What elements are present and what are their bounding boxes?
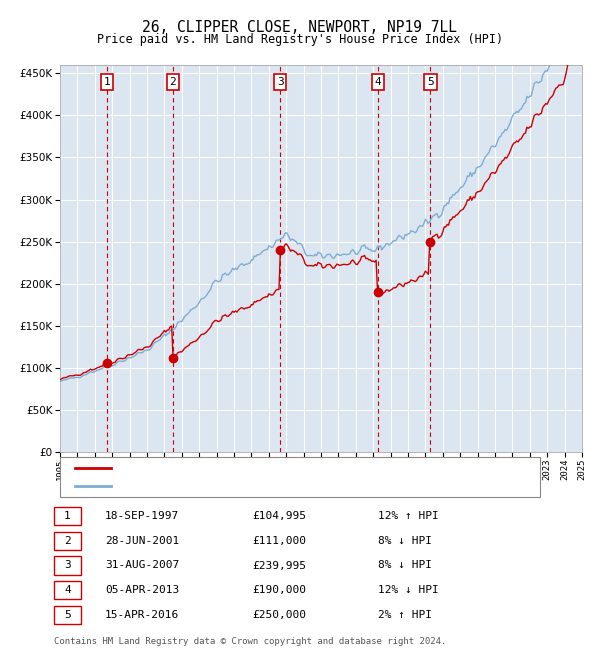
Text: £111,000: £111,000 — [252, 536, 306, 546]
Text: 18-SEP-1997: 18-SEP-1997 — [105, 511, 179, 521]
Text: 2: 2 — [170, 77, 176, 87]
Text: 4: 4 — [374, 77, 381, 87]
Text: Contains HM Land Registry data © Crown copyright and database right 2024.: Contains HM Land Registry data © Crown c… — [54, 637, 446, 646]
Text: 8% ↓ HPI: 8% ↓ HPI — [378, 560, 432, 571]
Text: £239,995: £239,995 — [252, 560, 306, 571]
Text: 5: 5 — [64, 610, 71, 620]
Text: 2% ↑ HPI: 2% ↑ HPI — [378, 610, 432, 620]
Text: 1: 1 — [104, 77, 110, 87]
Text: 5: 5 — [427, 77, 434, 87]
Text: 31-AUG-2007: 31-AUG-2007 — [105, 560, 179, 571]
Text: 3: 3 — [277, 77, 284, 87]
Text: 15-APR-2016: 15-APR-2016 — [105, 610, 179, 620]
Text: 2: 2 — [64, 536, 71, 546]
Text: 1: 1 — [64, 511, 71, 521]
Text: 8% ↓ HPI: 8% ↓ HPI — [378, 536, 432, 546]
Text: 26, CLIPPER CLOSE, NEWPORT, NP19 7LL: 26, CLIPPER CLOSE, NEWPORT, NP19 7LL — [143, 20, 458, 34]
Text: 12% ↓ HPI: 12% ↓ HPI — [378, 585, 439, 595]
Text: £250,000: £250,000 — [252, 610, 306, 620]
Text: £190,000: £190,000 — [252, 585, 306, 595]
Text: 28-JUN-2001: 28-JUN-2001 — [105, 536, 179, 546]
Text: 26, CLIPPER CLOSE, NEWPORT, NP19 7LL (detached house): 26, CLIPPER CLOSE, NEWPORT, NP19 7LL (de… — [117, 463, 448, 473]
Text: 05-APR-2013: 05-APR-2013 — [105, 585, 179, 595]
Text: Price paid vs. HM Land Registry's House Price Index (HPI): Price paid vs. HM Land Registry's House … — [97, 32, 503, 46]
Text: £104,995: £104,995 — [252, 511, 306, 521]
Text: 4: 4 — [64, 585, 71, 595]
Text: 12% ↑ HPI: 12% ↑ HPI — [378, 511, 439, 521]
Text: HPI: Average price, detached house, Newport: HPI: Average price, detached house, Newp… — [117, 481, 386, 491]
Text: 3: 3 — [64, 560, 71, 571]
